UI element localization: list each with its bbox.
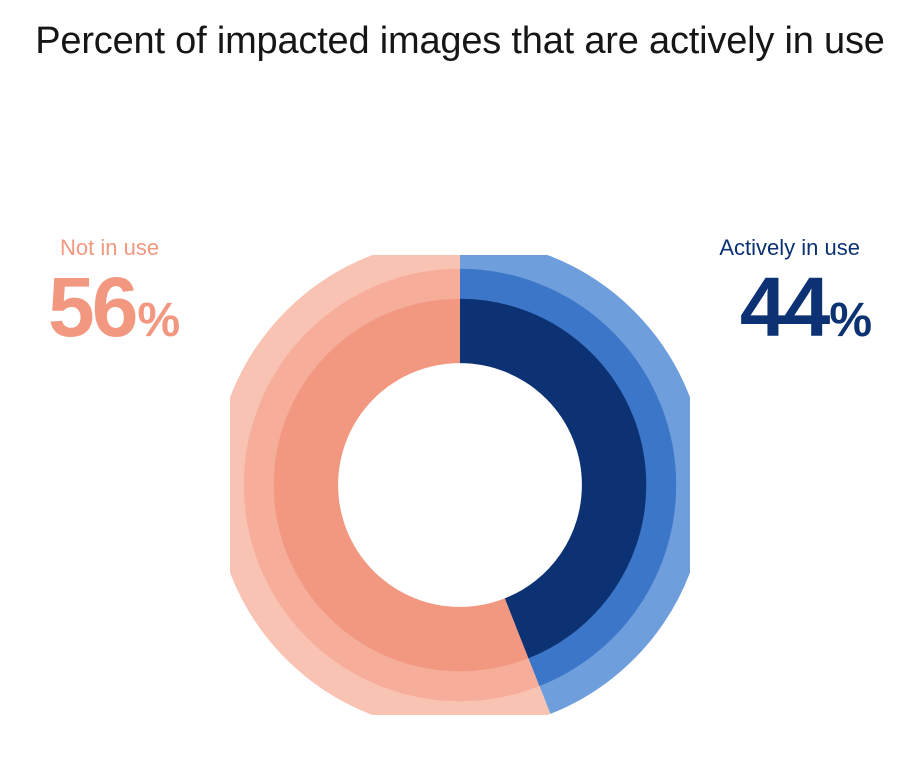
right-segment-label: Actively in use — [719, 235, 860, 261]
donut-svg — [230, 255, 690, 715]
left-value-number: 56 — [48, 260, 135, 354]
chart-title: Percent of impacted images that are acti… — [0, 18, 920, 66]
left-segment-label: Not in use — [60, 235, 159, 261]
left-value-unit: % — [137, 294, 180, 347]
right-value-number: 44 — [740, 260, 827, 354]
right-value-unit: % — [829, 294, 872, 347]
left-segment-value: 56% — [48, 265, 180, 349]
right-segment-value: 44% — [740, 265, 872, 349]
chart-page: Percent of impacted images that are acti… — [0, 0, 920, 777]
donut-chart — [230, 255, 690, 715]
